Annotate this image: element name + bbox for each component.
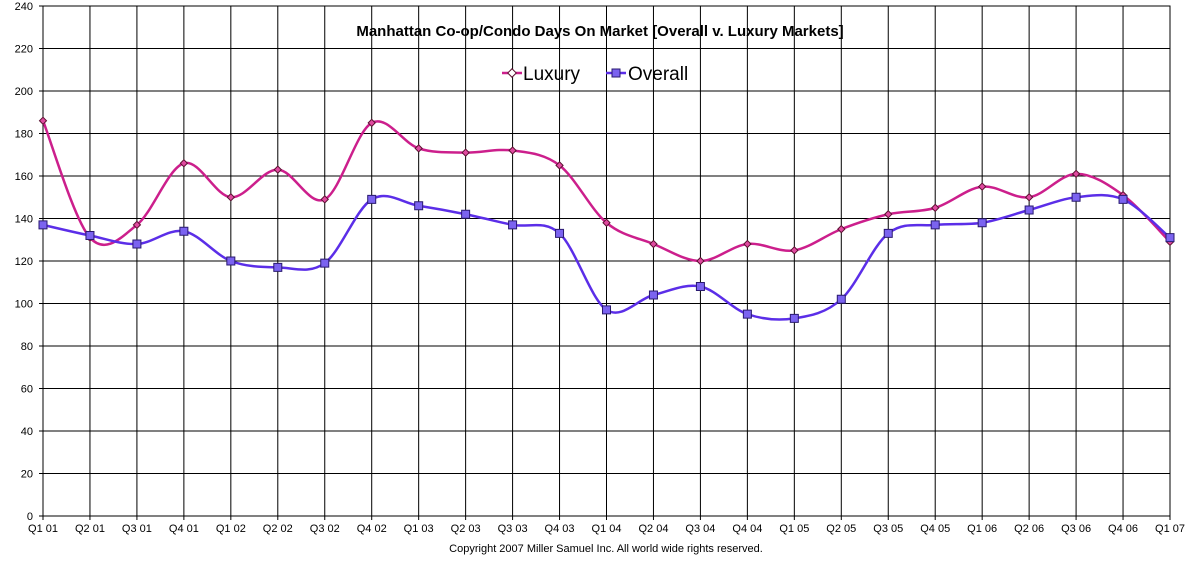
overall-data-point xyxy=(555,228,565,238)
overall-data-point xyxy=(883,228,893,238)
x-tick-label: Q2 02 xyxy=(263,523,293,535)
overall-data-point xyxy=(648,290,658,300)
x-tick-label: Q4 06 xyxy=(1108,523,1138,535)
overall-data-point xyxy=(742,309,752,319)
y-tick-label: 120 xyxy=(15,256,33,268)
grid xyxy=(39,5,1171,520)
x-tick-label: Q1 07 xyxy=(1155,523,1185,535)
overall-data-point xyxy=(414,201,424,211)
luxury-data-point xyxy=(602,218,611,227)
y-tick-label: 180 xyxy=(15,129,33,141)
luxury-data-point xyxy=(273,165,283,174)
overall-data-point xyxy=(179,226,189,236)
luxury-data-point xyxy=(226,193,236,202)
luxury-data-point xyxy=(132,220,142,230)
luxury-data-point xyxy=(837,224,846,234)
luxury-data-point xyxy=(179,159,189,168)
x-tick-label: Q1 05 xyxy=(779,523,809,535)
x-tick-label: Q3 05 xyxy=(873,523,903,535)
luxury-data-point xyxy=(1024,193,1034,202)
overall-data-point xyxy=(85,231,95,240)
x-tick-label: Q4 03 xyxy=(545,523,575,535)
y-tick-label: 40 xyxy=(21,426,33,438)
copyright-footnote: Copyright 2007 Miller Samuel Inc. All wo… xyxy=(449,543,763,555)
overall-data-point xyxy=(132,239,142,249)
overall-data-point xyxy=(367,194,377,204)
overall-data-point xyxy=(836,294,846,304)
y-tick-label: 240 xyxy=(15,1,33,13)
overall-data-point xyxy=(1024,205,1034,215)
luxury-data-point xyxy=(696,256,705,266)
x-tick-label: Q4 04 xyxy=(732,523,762,535)
x-tick-label: Q1 02 xyxy=(216,523,246,535)
y-tick-label: 80 xyxy=(21,341,33,353)
x-tick-label: Q1 06 xyxy=(967,523,997,535)
luxury-data-point xyxy=(38,116,48,125)
x-tick-label: Q4 02 xyxy=(357,523,387,535)
plot-border xyxy=(42,5,1171,517)
luxury-data-point xyxy=(320,195,329,204)
y-tick-label: 20 xyxy=(21,469,33,481)
x-tick-label: Q2 05 xyxy=(826,523,856,535)
x-tick-label: Q3 06 xyxy=(1061,523,1091,535)
luxury-data-point xyxy=(743,239,752,249)
overall-data-point xyxy=(789,313,799,323)
y-tick-label: 200 xyxy=(15,86,33,98)
luxury-data-point xyxy=(884,210,893,219)
y-tick-label: 0 xyxy=(27,511,33,523)
x-tick-label: Q1 03 xyxy=(404,523,434,535)
overall-data-point xyxy=(226,256,236,266)
y-tick-label: 140 xyxy=(15,214,33,226)
y-tick-label: 60 xyxy=(21,384,33,396)
overall-data-point xyxy=(461,209,471,219)
x-tick-label: Q2 01 xyxy=(75,523,105,535)
legend-luxury-label: Luxury xyxy=(523,64,581,85)
luxury-data-point xyxy=(649,239,658,249)
luxury-data-point xyxy=(461,148,470,157)
luxury-data-point xyxy=(977,182,987,191)
luxury-data-point xyxy=(1071,169,1081,179)
x-tick-label: Q3 03 xyxy=(498,523,528,535)
overall-data-point xyxy=(930,220,940,230)
x-tick-label: Q1 04 xyxy=(592,523,622,535)
luxury-data-point xyxy=(508,146,517,155)
x-axis: Q1 01 Q2 01 Q3 01 Q4 01 Q1 02 Q2 02 Q3 02 Q4 02… xyxy=(28,523,1185,535)
y-tick-label: 100 xyxy=(15,299,33,311)
legend: Luxury Overall xyxy=(502,64,688,85)
luxury-data-point xyxy=(790,246,799,255)
x-tick-label: Q4 01 xyxy=(169,523,199,535)
overall-data-point xyxy=(508,220,518,230)
overall-data-point xyxy=(38,220,48,230)
x-tick-label: Q1 01 xyxy=(28,523,58,535)
overall-data-point xyxy=(1118,194,1128,204)
overall-data-point xyxy=(1165,233,1175,243)
x-tick-label: Q2 04 xyxy=(638,523,668,535)
overall-data-point xyxy=(977,218,987,228)
x-tick-label: Q3 04 xyxy=(685,523,715,535)
overall-data-point xyxy=(1071,192,1081,202)
x-tick-label: Q2 03 xyxy=(451,523,481,535)
y-tick-label: 160 xyxy=(15,171,33,183)
luxury-data-point xyxy=(414,144,423,153)
y-axis: 0 20 40 60 80 100 120 140 160 180 200 220 240 xyxy=(15,1,33,523)
overall-data-point xyxy=(602,305,611,315)
legend-overall-marker xyxy=(611,68,621,78)
legend-overall-label: Overall xyxy=(628,64,688,85)
series-layer xyxy=(38,116,1175,323)
x-tick-label: Q4 05 xyxy=(920,523,950,535)
luxury-data-point xyxy=(555,161,564,170)
x-tick-label: Q2 06 xyxy=(1014,523,1044,535)
overall-data-point xyxy=(695,282,705,291)
overall-data-point xyxy=(273,262,283,272)
legend-luxury-marker xyxy=(507,68,517,78)
overall-data-point xyxy=(320,258,330,268)
x-tick-label: Q3 02 xyxy=(310,523,340,535)
luxury-data-point xyxy=(930,203,940,213)
y-tick-label: 220 xyxy=(15,44,33,56)
chart-title: Manhattan Co-op/Condo Days On Market [Ov… xyxy=(356,23,843,40)
luxury-data-point xyxy=(367,118,376,128)
x-tick-label: Q3 01 xyxy=(122,523,152,535)
